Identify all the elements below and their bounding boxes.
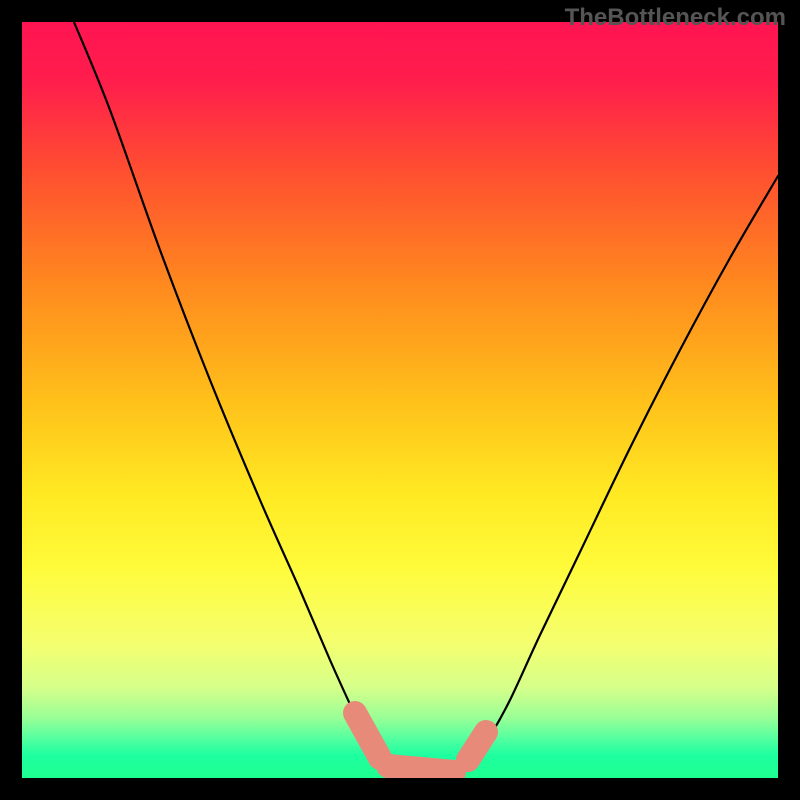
gradient-background [22,22,778,778]
bottleneck-chart [0,0,800,800]
chart-container: TheBottleneck.com [0,0,800,800]
border-segment [778,0,800,800]
border-segment [0,778,800,800]
capsule-marker [468,732,486,760]
capsule-marker [388,766,454,772]
border-segment [0,0,22,800]
watermark-text: TheBottleneck.com [565,4,786,32]
